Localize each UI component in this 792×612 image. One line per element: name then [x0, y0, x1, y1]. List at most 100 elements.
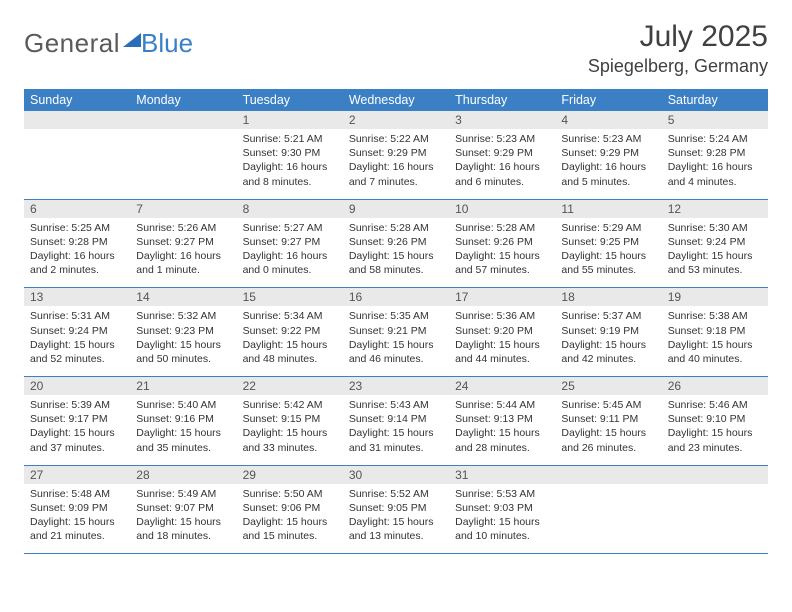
calendar-page: General Blue July 2025 Spiegelberg, Germ… — [0, 0, 792, 574]
day2-text: and 40 minutes. — [668, 352, 762, 366]
sunset-text: Sunset: 9:29 PM — [561, 146, 655, 160]
day1-text: Daylight: 15 hours — [136, 338, 230, 352]
day-number-cell: 15 — [237, 288, 343, 307]
sunset-text: Sunset: 9:10 PM — [668, 412, 762, 426]
sunset-text: Sunset: 9:05 PM — [349, 501, 443, 515]
day-number-cell: 3 — [449, 111, 555, 129]
sunrise-text: Sunrise: 5:27 AM — [243, 221, 337, 235]
day-number-cell: 13 — [24, 288, 130, 307]
weekday-header: Saturday — [662, 89, 768, 111]
day1-text: Daylight: 15 hours — [455, 338, 549, 352]
day1-text: Daylight: 15 hours — [455, 249, 549, 263]
day-content-cell: Sunrise: 5:29 AMSunset: 9:25 PMDaylight:… — [555, 218, 661, 288]
day-number-cell — [662, 465, 768, 484]
sunrise-text: Sunrise: 5:31 AM — [30, 309, 124, 323]
day-content-cell: Sunrise: 5:50 AMSunset: 9:06 PMDaylight:… — [237, 484, 343, 554]
sunset-text: Sunset: 9:17 PM — [30, 412, 124, 426]
day-number-cell: 5 — [662, 111, 768, 129]
sunset-text: Sunset: 9:25 PM — [561, 235, 655, 249]
day-number-cell: 11 — [555, 199, 661, 218]
day2-text: and 57 minutes. — [455, 263, 549, 277]
sunrise-text: Sunrise: 5:44 AM — [455, 398, 549, 412]
sunset-text: Sunset: 9:15 PM — [243, 412, 337, 426]
day-number-row: 13141516171819 — [24, 288, 768, 307]
day2-text: and 0 minutes. — [243, 263, 337, 277]
day-number-cell: 4 — [555, 111, 661, 129]
day-number-cell: 2 — [343, 111, 449, 129]
sunrise-text: Sunrise: 5:29 AM — [561, 221, 655, 235]
day-number-cell: 19 — [662, 288, 768, 307]
day1-text: Daylight: 15 hours — [30, 426, 124, 440]
weekday-header: Monday — [130, 89, 236, 111]
sunrise-text: Sunrise: 5:46 AM — [668, 398, 762, 412]
sunset-text: Sunset: 9:23 PM — [136, 324, 230, 338]
day2-text: and 8 minutes. — [243, 175, 337, 189]
day1-text: Daylight: 15 hours — [561, 249, 655, 263]
sunset-text: Sunset: 9:30 PM — [243, 146, 337, 160]
day-content-row: Sunrise: 5:21 AMSunset: 9:30 PMDaylight:… — [24, 129, 768, 199]
sunrise-text: Sunrise: 5:32 AM — [136, 309, 230, 323]
day-number-row: 12345 — [24, 111, 768, 129]
sunset-text: Sunset: 9:16 PM — [136, 412, 230, 426]
sunrise-text: Sunrise: 5:40 AM — [136, 398, 230, 412]
sunset-text: Sunset: 9:26 PM — [455, 235, 549, 249]
day1-text: Daylight: 16 hours — [30, 249, 124, 263]
sunset-text: Sunset: 9:21 PM — [349, 324, 443, 338]
day1-text: Daylight: 15 hours — [349, 338, 443, 352]
day2-text: and 13 minutes. — [349, 529, 443, 543]
day1-text: Daylight: 15 hours — [561, 338, 655, 352]
logo-text-blue: Blue — [141, 28, 193, 59]
day-content-cell: Sunrise: 5:22 AMSunset: 9:29 PMDaylight:… — [343, 129, 449, 199]
header: General Blue July 2025 Spiegelberg, Germ… — [24, 20, 768, 77]
day-content-cell: Sunrise: 5:48 AMSunset: 9:09 PMDaylight:… — [24, 484, 130, 554]
sunset-text: Sunset: 9:22 PM — [243, 324, 337, 338]
day1-text: Daylight: 15 hours — [243, 338, 337, 352]
day-content-cell: Sunrise: 5:44 AMSunset: 9:13 PMDaylight:… — [449, 395, 555, 465]
day-content-cell: Sunrise: 5:35 AMSunset: 9:21 PMDaylight:… — [343, 306, 449, 376]
day1-text: Daylight: 16 hours — [136, 249, 230, 263]
day2-text: and 48 minutes. — [243, 352, 337, 366]
sunrise-text: Sunrise: 5:35 AM — [349, 309, 443, 323]
day-number-cell: 28 — [130, 465, 236, 484]
day-number-cell: 12 — [662, 199, 768, 218]
day-content-cell: Sunrise: 5:53 AMSunset: 9:03 PMDaylight:… — [449, 484, 555, 554]
day-number-cell: 1 — [237, 111, 343, 129]
day-content-cell: Sunrise: 5:27 AMSunset: 9:27 PMDaylight:… — [237, 218, 343, 288]
day1-text: Daylight: 15 hours — [561, 426, 655, 440]
day-content-cell: Sunrise: 5:21 AMSunset: 9:30 PMDaylight:… — [237, 129, 343, 199]
day-number-cell: 22 — [237, 377, 343, 396]
day-content-cell: Sunrise: 5:23 AMSunset: 9:29 PMDaylight:… — [449, 129, 555, 199]
day-content-cell: Sunrise: 5:49 AMSunset: 9:07 PMDaylight:… — [130, 484, 236, 554]
logo-text-general: General — [24, 28, 120, 59]
day-content-cell: Sunrise: 5:24 AMSunset: 9:28 PMDaylight:… — [662, 129, 768, 199]
day-number-cell: 7 — [130, 199, 236, 218]
sunset-text: Sunset: 9:29 PM — [349, 146, 443, 160]
day-content-cell: Sunrise: 5:34 AMSunset: 9:22 PMDaylight:… — [237, 306, 343, 376]
day1-text: Daylight: 15 hours — [349, 426, 443, 440]
day2-text: and 23 minutes. — [668, 441, 762, 455]
sunset-text: Sunset: 9:28 PM — [668, 146, 762, 160]
day-content-cell: Sunrise: 5:42 AMSunset: 9:15 PMDaylight:… — [237, 395, 343, 465]
day-content-cell — [662, 484, 768, 554]
sunset-text: Sunset: 9:29 PM — [455, 146, 549, 160]
day2-text: and 18 minutes. — [136, 529, 230, 543]
day-content-cell: Sunrise: 5:23 AMSunset: 9:29 PMDaylight:… — [555, 129, 661, 199]
sunset-text: Sunset: 9:19 PM — [561, 324, 655, 338]
day-number-cell: 24 — [449, 377, 555, 396]
day-content-cell: Sunrise: 5:28 AMSunset: 9:26 PMDaylight:… — [449, 218, 555, 288]
day-content-row: Sunrise: 5:48 AMSunset: 9:09 PMDaylight:… — [24, 484, 768, 554]
day-number-cell: 10 — [449, 199, 555, 218]
day2-text: and 4 minutes. — [668, 175, 762, 189]
day2-text: and 35 minutes. — [136, 441, 230, 455]
sunset-text: Sunset: 9:20 PM — [455, 324, 549, 338]
sunset-text: Sunset: 9:06 PM — [243, 501, 337, 515]
day-number-cell: 21 — [130, 377, 236, 396]
sunrise-text: Sunrise: 5:34 AM — [243, 309, 337, 323]
weekday-header-row: Sunday Monday Tuesday Wednesday Thursday… — [24, 89, 768, 111]
page-title: July 2025 — [588, 20, 768, 54]
sunrise-text: Sunrise: 5:52 AM — [349, 487, 443, 501]
day-number-cell: 6 — [24, 199, 130, 218]
day-content-cell: Sunrise: 5:30 AMSunset: 9:24 PMDaylight:… — [662, 218, 768, 288]
day-number-cell: 16 — [343, 288, 449, 307]
day1-text: Daylight: 16 hours — [243, 249, 337, 263]
